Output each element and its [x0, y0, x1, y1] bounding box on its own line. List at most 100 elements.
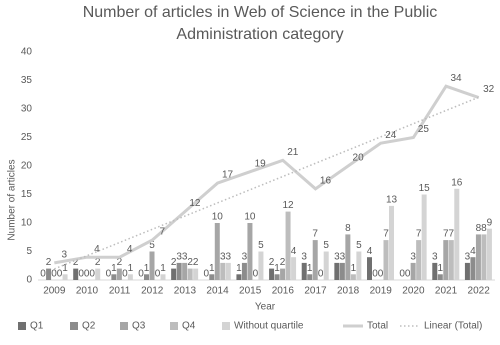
bar [432, 262, 438, 280]
x-tick-label: 2012 [141, 286, 164, 297]
data-label: 10 [244, 212, 256, 223]
data-label: 4 [367, 246, 373, 257]
data-label: 2 [73, 257, 79, 268]
data-label: 0 [122, 269, 128, 280]
bar [481, 234, 487, 280]
bar [193, 268, 199, 280]
bar [269, 268, 275, 280]
bar [421, 194, 427, 280]
data-label: 0 [253, 269, 259, 280]
data-label: 3 [410, 252, 416, 263]
bar [410, 262, 416, 280]
data-label: 0 [378, 269, 384, 280]
data-label: 7 [443, 229, 449, 240]
y-tick-label: 40 [21, 47, 33, 58]
bar [350, 274, 356, 280]
data-label: 3 [465, 252, 471, 263]
total-label: 32 [483, 84, 495, 95]
data-label: 1 [351, 263, 357, 274]
total-label: 34 [450, 73, 462, 84]
total-label: 25 [418, 124, 430, 135]
bar [448, 240, 454, 280]
legend-label: Total [367, 321, 388, 332]
data-label: 1 [209, 263, 215, 274]
bar [437, 274, 443, 280]
data-label: 7 [383, 229, 389, 240]
legend-swatch [222, 322, 230, 330]
bar [182, 262, 188, 280]
data-label: 1 [160, 263, 166, 274]
legend-swatch [170, 322, 178, 330]
bar [274, 274, 280, 280]
data-label: 1 [274, 263, 280, 274]
total-label: 7 [159, 227, 165, 238]
bar [389, 205, 394, 280]
y-tick-label: 35 [21, 75, 33, 86]
data-label: 1 [438, 263, 444, 274]
data-label: 2 [117, 257, 123, 268]
data-label: 1 [111, 263, 117, 274]
bar [241, 262, 247, 280]
data-label: 4 [291, 246, 297, 257]
x-tick-label: 2013 [174, 286, 197, 297]
data-label: 2 [46, 257, 52, 268]
total-label: 24 [385, 130, 397, 141]
data-label: 5 [323, 240, 329, 251]
data-label: 0 [405, 269, 411, 280]
data-label: 15 [419, 183, 431, 194]
data-label: 0 [84, 269, 90, 280]
data-label: 8 [476, 223, 482, 234]
y-tick-label: 0 [26, 275, 32, 286]
y-tick-label: 30 [21, 104, 33, 115]
legend-label: Q1 [30, 321, 44, 332]
bar [247, 223, 253, 280]
data-label: 13 [386, 195, 398, 206]
data-label: 2 [269, 257, 275, 268]
trendline [54, 96, 479, 270]
data-label: 9 [487, 217, 493, 228]
bar [116, 268, 122, 280]
total-label: 17 [222, 170, 234, 181]
bar [160, 274, 166, 280]
bar [334, 262, 340, 280]
bar [176, 262, 182, 280]
data-label: 7 [312, 229, 318, 240]
y-axis-title: Number of articles [7, 159, 18, 240]
total-label: 16 [320, 175, 332, 186]
legend-label: Q3 [132, 321, 146, 332]
legend-label: Q2 [82, 321, 96, 332]
total-label: 4 [127, 244, 133, 255]
data-label: 5 [149, 240, 155, 251]
data-label: 4 [470, 246, 476, 257]
data-label: 2 [187, 257, 193, 268]
legend-label: Without quartile [234, 321, 304, 332]
bar [127, 274, 133, 280]
legend-label: Linear (Total) [424, 321, 482, 332]
data-label: 0 [51, 269, 57, 280]
data-label: 0 [372, 269, 378, 280]
bar [475, 234, 481, 280]
data-label: 3 [182, 252, 188, 263]
x-tick-label: 2015 [239, 286, 262, 297]
bar [258, 251, 264, 280]
data-label: 5 [258, 240, 264, 251]
bar [464, 262, 470, 280]
x-tick-label: 2016 [272, 286, 295, 297]
data-label: 0 [204, 269, 210, 280]
data-label: 1 [144, 263, 150, 274]
bar [209, 274, 215, 280]
bar [171, 268, 177, 280]
y-tick-label: 10 [21, 218, 33, 229]
total-label: 21 [287, 147, 299, 158]
bar [144, 274, 149, 280]
bar [285, 211, 291, 280]
bar [225, 262, 231, 280]
bar [95, 268, 101, 280]
bar [73, 268, 79, 280]
x-tick-label: 2019 [370, 286, 393, 297]
bar [220, 262, 226, 280]
data-label: 1 [62, 263, 68, 274]
bar [46, 268, 52, 280]
